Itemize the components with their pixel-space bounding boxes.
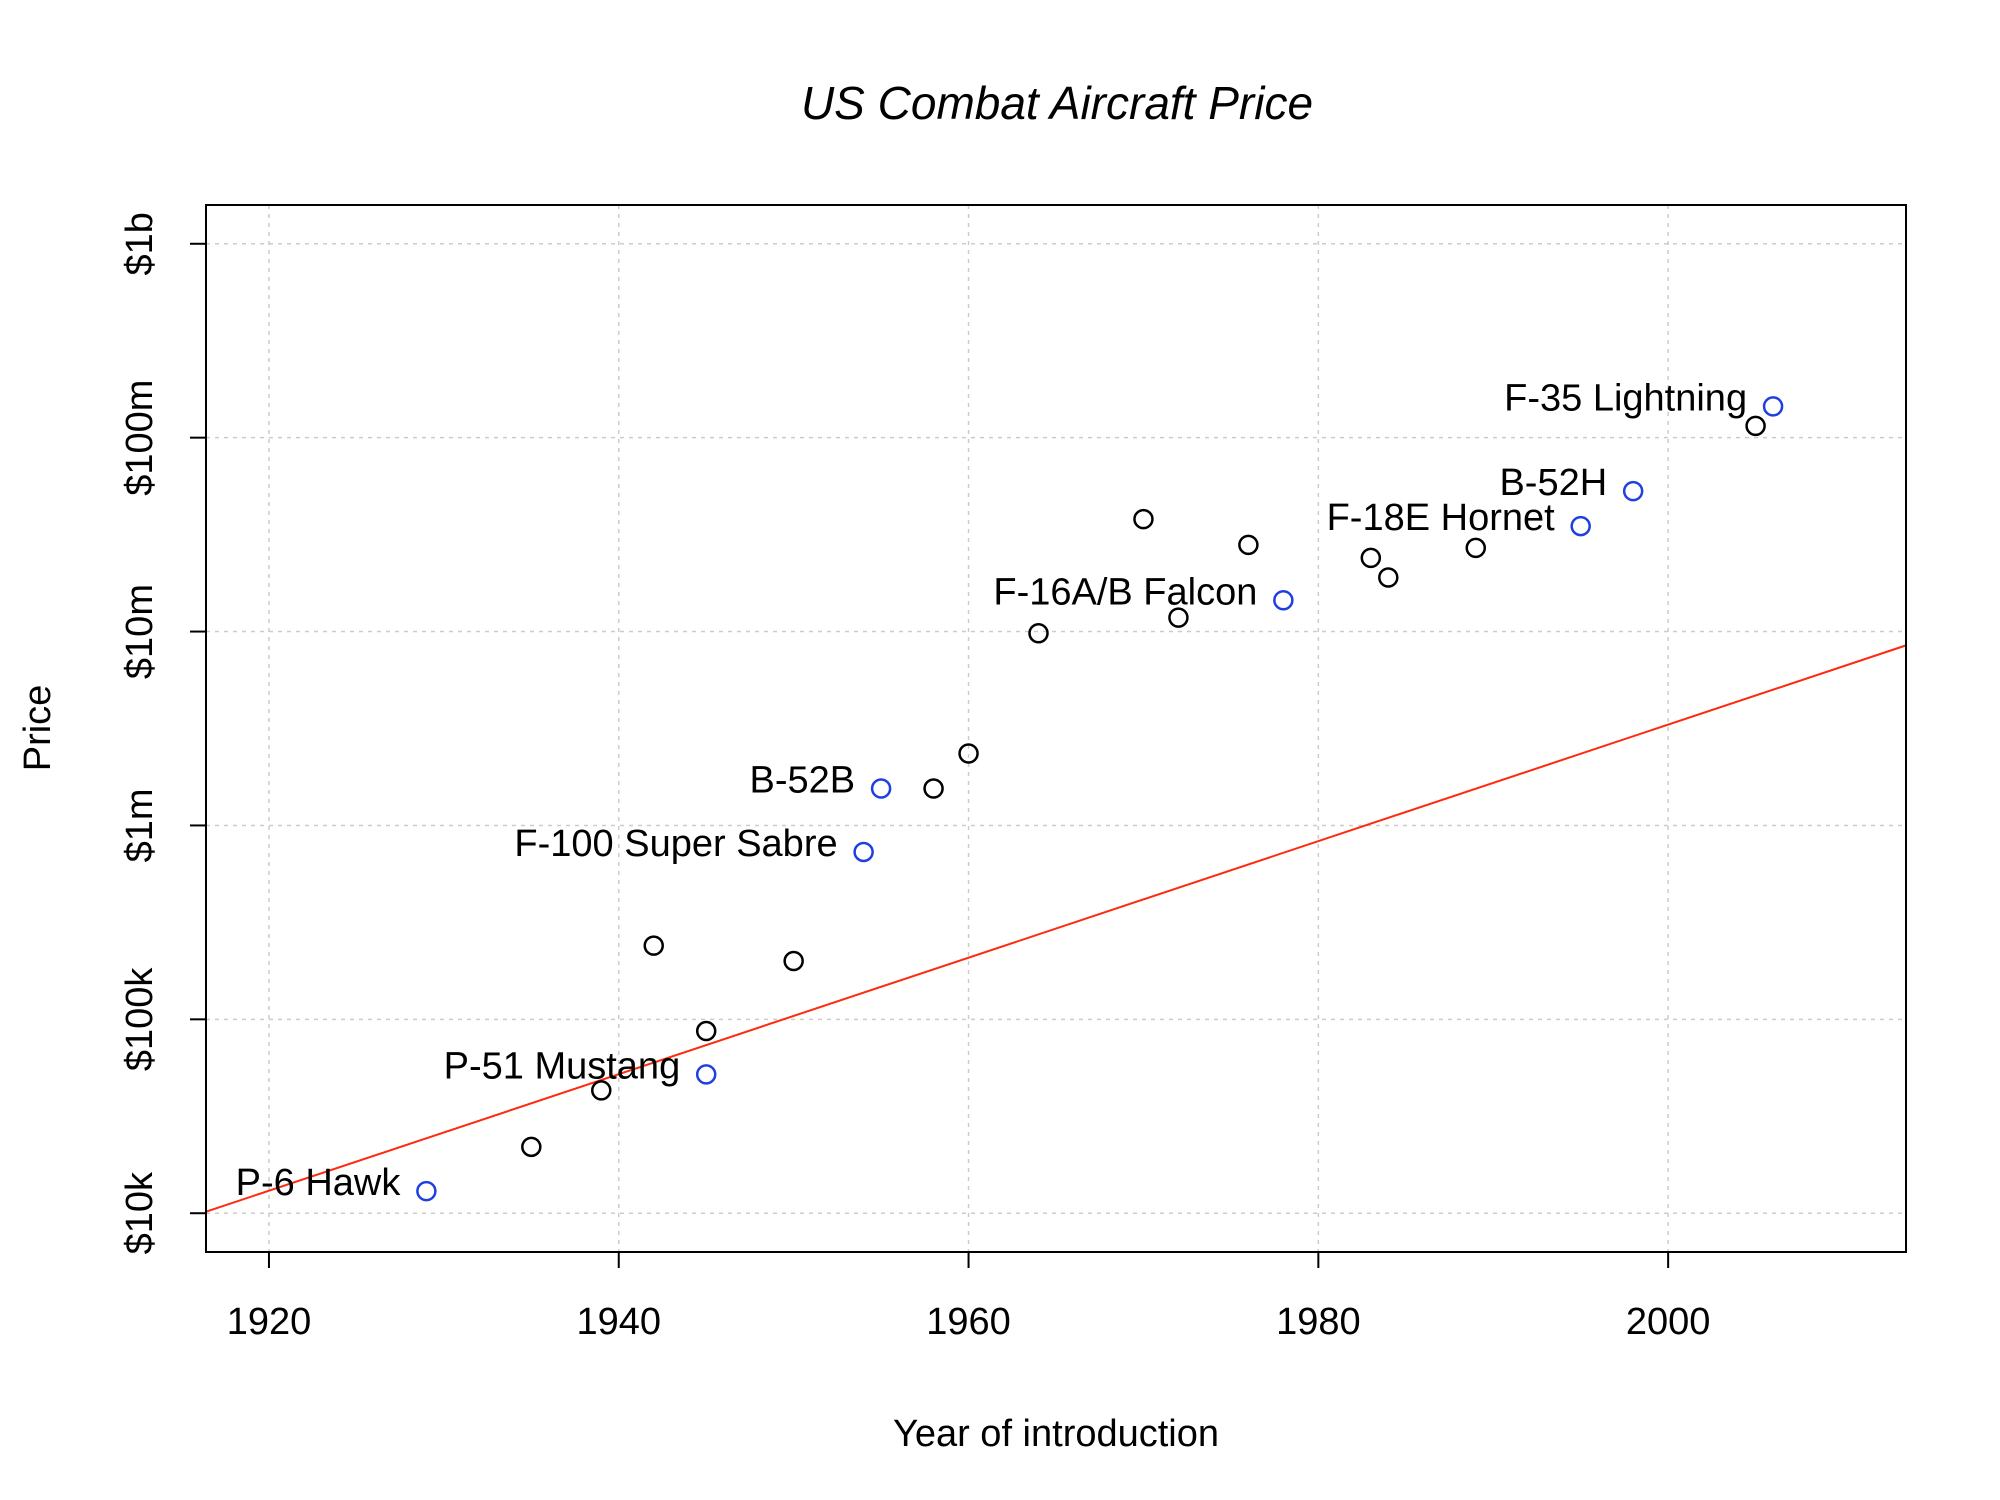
point-label: P-6 Hawk — [236, 1162, 402, 1204]
chart-title: US Combat Aircraft Price — [801, 77, 1313, 129]
labeled-point — [853, 841, 874, 863]
y-tick-label: $1m — [119, 788, 161, 862]
data-point — [783, 950, 804, 972]
data-point — [1465, 537, 1487, 559]
data-point — [1133, 508, 1154, 530]
y-tick-label: $1b — [119, 212, 161, 275]
data-point — [695, 1020, 717, 1042]
grid-lines — [206, 205, 1906, 1252]
data-point — [923, 778, 944, 799]
y-tick-label: $10k — [119, 1171, 161, 1254]
labeled-point — [1622, 480, 1644, 502]
y-tick-label: $100m — [119, 380, 161, 496]
labeled-point — [870, 778, 892, 799]
fit-line-group — [205, 644, 1907, 1213]
data-point — [1028, 623, 1049, 644]
y-tick-label: $10m — [119, 584, 161, 679]
labeled-point — [1273, 590, 1294, 611]
data-point — [1168, 607, 1189, 628]
labeled-point — [1570, 515, 1591, 537]
data-point — [1360, 547, 1382, 569]
data-point — [1378, 567, 1399, 588]
labeled-point — [695, 1064, 717, 1085]
x-tick-label: 1980 — [1276, 1301, 1361, 1343]
point-label: F-16A/B Falcon — [993, 571, 1257, 613]
data-point — [643, 935, 664, 956]
x-tick-label: 1960 — [926, 1301, 1011, 1343]
point-label: P-51 Mustang — [444, 1045, 681, 1087]
data-point — [1745, 415, 1766, 437]
fit-line — [205, 644, 1907, 1213]
data-points — [416, 396, 1784, 1202]
x-tick-label: 1920 — [227, 1301, 312, 1343]
labeled-point — [416, 1180, 437, 1202]
data-point — [591, 1080, 612, 1101]
point-label: F-100 Super Sabre — [514, 823, 837, 865]
y-axis-label: Price — [17, 685, 59, 772]
point-labels: P-6 Hawk P-51 Mustang F-100 Super Sabre B-5… — [236, 377, 1747, 1204]
data-point — [521, 1136, 542, 1158]
point-label: F-35 Lightning — [1504, 377, 1747, 419]
data-point — [958, 743, 979, 764]
data-point — [1238, 534, 1259, 556]
x-tick-label: 1940 — [576, 1301, 661, 1343]
plot-frame — [205, 204, 1907, 1253]
point-label: B-52H — [1499, 462, 1607, 504]
y-tick-label: $100k — [119, 967, 161, 1072]
x-axis-label: Year of introduction — [893, 1413, 1219, 1455]
x-tick-label: 2000 — [1626, 1301, 1711, 1343]
point-label: F-18E Hornet — [1327, 497, 1556, 539]
labeled-point — [1762, 396, 1784, 417]
x-axis: 1920 1940 1960 1980 2000 — [227, 1252, 1711, 1343]
point-label: B-52B — [749, 760, 855, 802]
y-axis: $10k $100k $1m $10m $100m $1b — [119, 212, 206, 1254]
